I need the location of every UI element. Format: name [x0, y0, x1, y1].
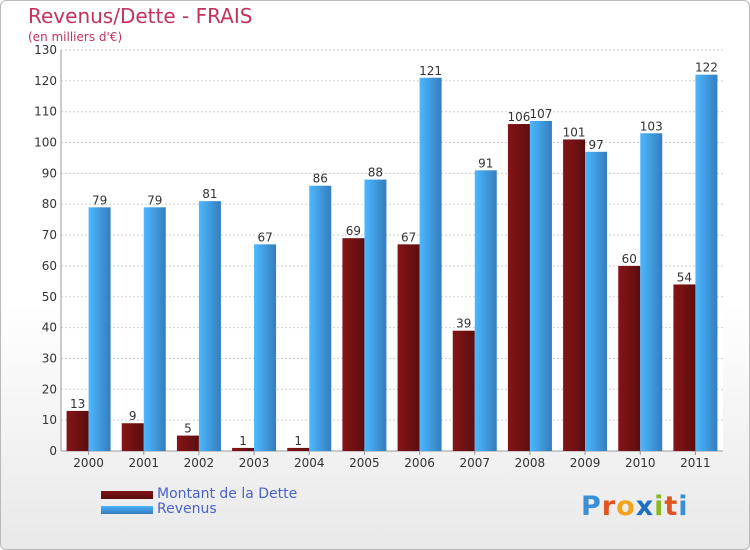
- y-tick-label: 50: [42, 290, 57, 304]
- x-tick-label: 2004: [294, 456, 325, 470]
- bar-dette: [232, 447, 255, 451]
- data-label: 91: [478, 156, 493, 170]
- y-tick-label: 0: [49, 444, 57, 458]
- x-tick-label: 2009: [570, 456, 601, 470]
- data-label: 121: [419, 64, 442, 78]
- x-tick-label: 2010: [625, 456, 656, 470]
- y-tick-label: 60: [42, 259, 57, 273]
- y-tick-label: 70: [42, 228, 57, 242]
- x-tick-label: 2003: [239, 456, 270, 470]
- x-tick-label: 2007: [459, 456, 490, 470]
- x-tick-label: 2000: [73, 456, 104, 470]
- data-label: 67: [257, 230, 272, 244]
- logo-letter: o: [616, 491, 636, 522]
- bar-revenus: [364, 179, 387, 452]
- y-tick-label: 10: [42, 413, 57, 427]
- data-label: 69: [346, 224, 361, 238]
- bar-revenus: [695, 74, 718, 451]
- logo-letter: r: [601, 491, 617, 522]
- data-label: 122: [695, 61, 718, 75]
- chart-subtitle: (en milliers d'€): [28, 30, 123, 44]
- plot-area: [61, 50, 723, 451]
- y-tick-label: 30: [42, 351, 57, 365]
- legend-swatch-revenus: [101, 506, 153, 514]
- data-label: 1: [239, 434, 247, 448]
- chart-title: Revenus/Dette - FRAIS: [28, 4, 253, 28]
- data-label: 103: [640, 119, 663, 133]
- bar-dette: [176, 435, 199, 451]
- x-tick-label: 2008: [515, 456, 546, 470]
- data-label: 67: [401, 230, 416, 244]
- x-tick-label: 2005: [349, 456, 380, 470]
- y-tick-label: 40: [42, 321, 57, 335]
- bar-dette: [66, 410, 89, 451]
- bar-revenus: [143, 207, 166, 451]
- y-tick-label: 80: [42, 197, 57, 211]
- bar-revenus: [254, 244, 277, 451]
- logo-letter: i: [678, 491, 689, 522]
- bar-dette: [342, 238, 365, 451]
- bar-revenus: [419, 77, 442, 451]
- data-label: 107: [529, 107, 552, 121]
- y-tick-label: 120: [34, 74, 57, 88]
- data-label: 106: [507, 110, 530, 124]
- y-tick-label: 110: [34, 105, 57, 119]
- bar-dette: [618, 265, 641, 451]
- bar-dette: [397, 244, 420, 451]
- bar-dette: [563, 139, 586, 451]
- data-label: 5: [184, 422, 192, 436]
- y-tick-label: 90: [42, 166, 57, 180]
- bar-revenus: [640, 133, 663, 452]
- bar-revenus: [198, 201, 221, 451]
- logo-letter: P: [581, 491, 602, 522]
- data-label: 9: [129, 409, 137, 423]
- x-tick-label: 2001: [128, 456, 159, 470]
- data-label: 13: [70, 397, 85, 411]
- logo-letter: t: [664, 491, 679, 522]
- data-label: 60: [622, 252, 637, 266]
- data-label: 97: [588, 138, 603, 152]
- data-label: 79: [92, 193, 107, 207]
- y-tick-label: 100: [34, 136, 57, 150]
- legend-label-dette: Montant de la Dette: [157, 486, 298, 502]
- bar-dette: [452, 330, 475, 451]
- legend-swatch-dette: [101, 491, 153, 499]
- bar-revenus: [88, 207, 111, 451]
- data-label: 81: [202, 187, 217, 201]
- data-label: 39: [456, 317, 471, 331]
- bar-dette: [121, 423, 144, 451]
- bar-revenus: [309, 185, 332, 451]
- proxiti-logo: Proxiti: [581, 491, 689, 522]
- data-label: 1: [294, 434, 302, 448]
- x-tick-label: 2002: [184, 456, 215, 470]
- logo-letter: i: [654, 491, 665, 522]
- bar-dette: [673, 284, 696, 451]
- x-tick-label: 2006: [404, 456, 435, 470]
- x-tick-label: 2011: [680, 456, 711, 470]
- data-label: 79: [147, 193, 162, 207]
- bar-revenus: [585, 151, 608, 452]
- y-tick-label: 20: [42, 382, 57, 396]
- bar-revenus: [529, 120, 552, 451]
- data-label: 88: [368, 166, 383, 180]
- data-label: 86: [313, 172, 328, 186]
- logo-letter: x: [635, 491, 655, 522]
- bar-dette: [507, 124, 530, 452]
- data-label: 101: [563, 125, 586, 139]
- bar-revenus: [474, 170, 497, 452]
- y-tick-label: 130: [34, 43, 57, 57]
- data-label: 54: [677, 270, 692, 284]
- legend-label-revenus: Revenus: [157, 501, 217, 517]
- bar-dette: [287, 447, 310, 451]
